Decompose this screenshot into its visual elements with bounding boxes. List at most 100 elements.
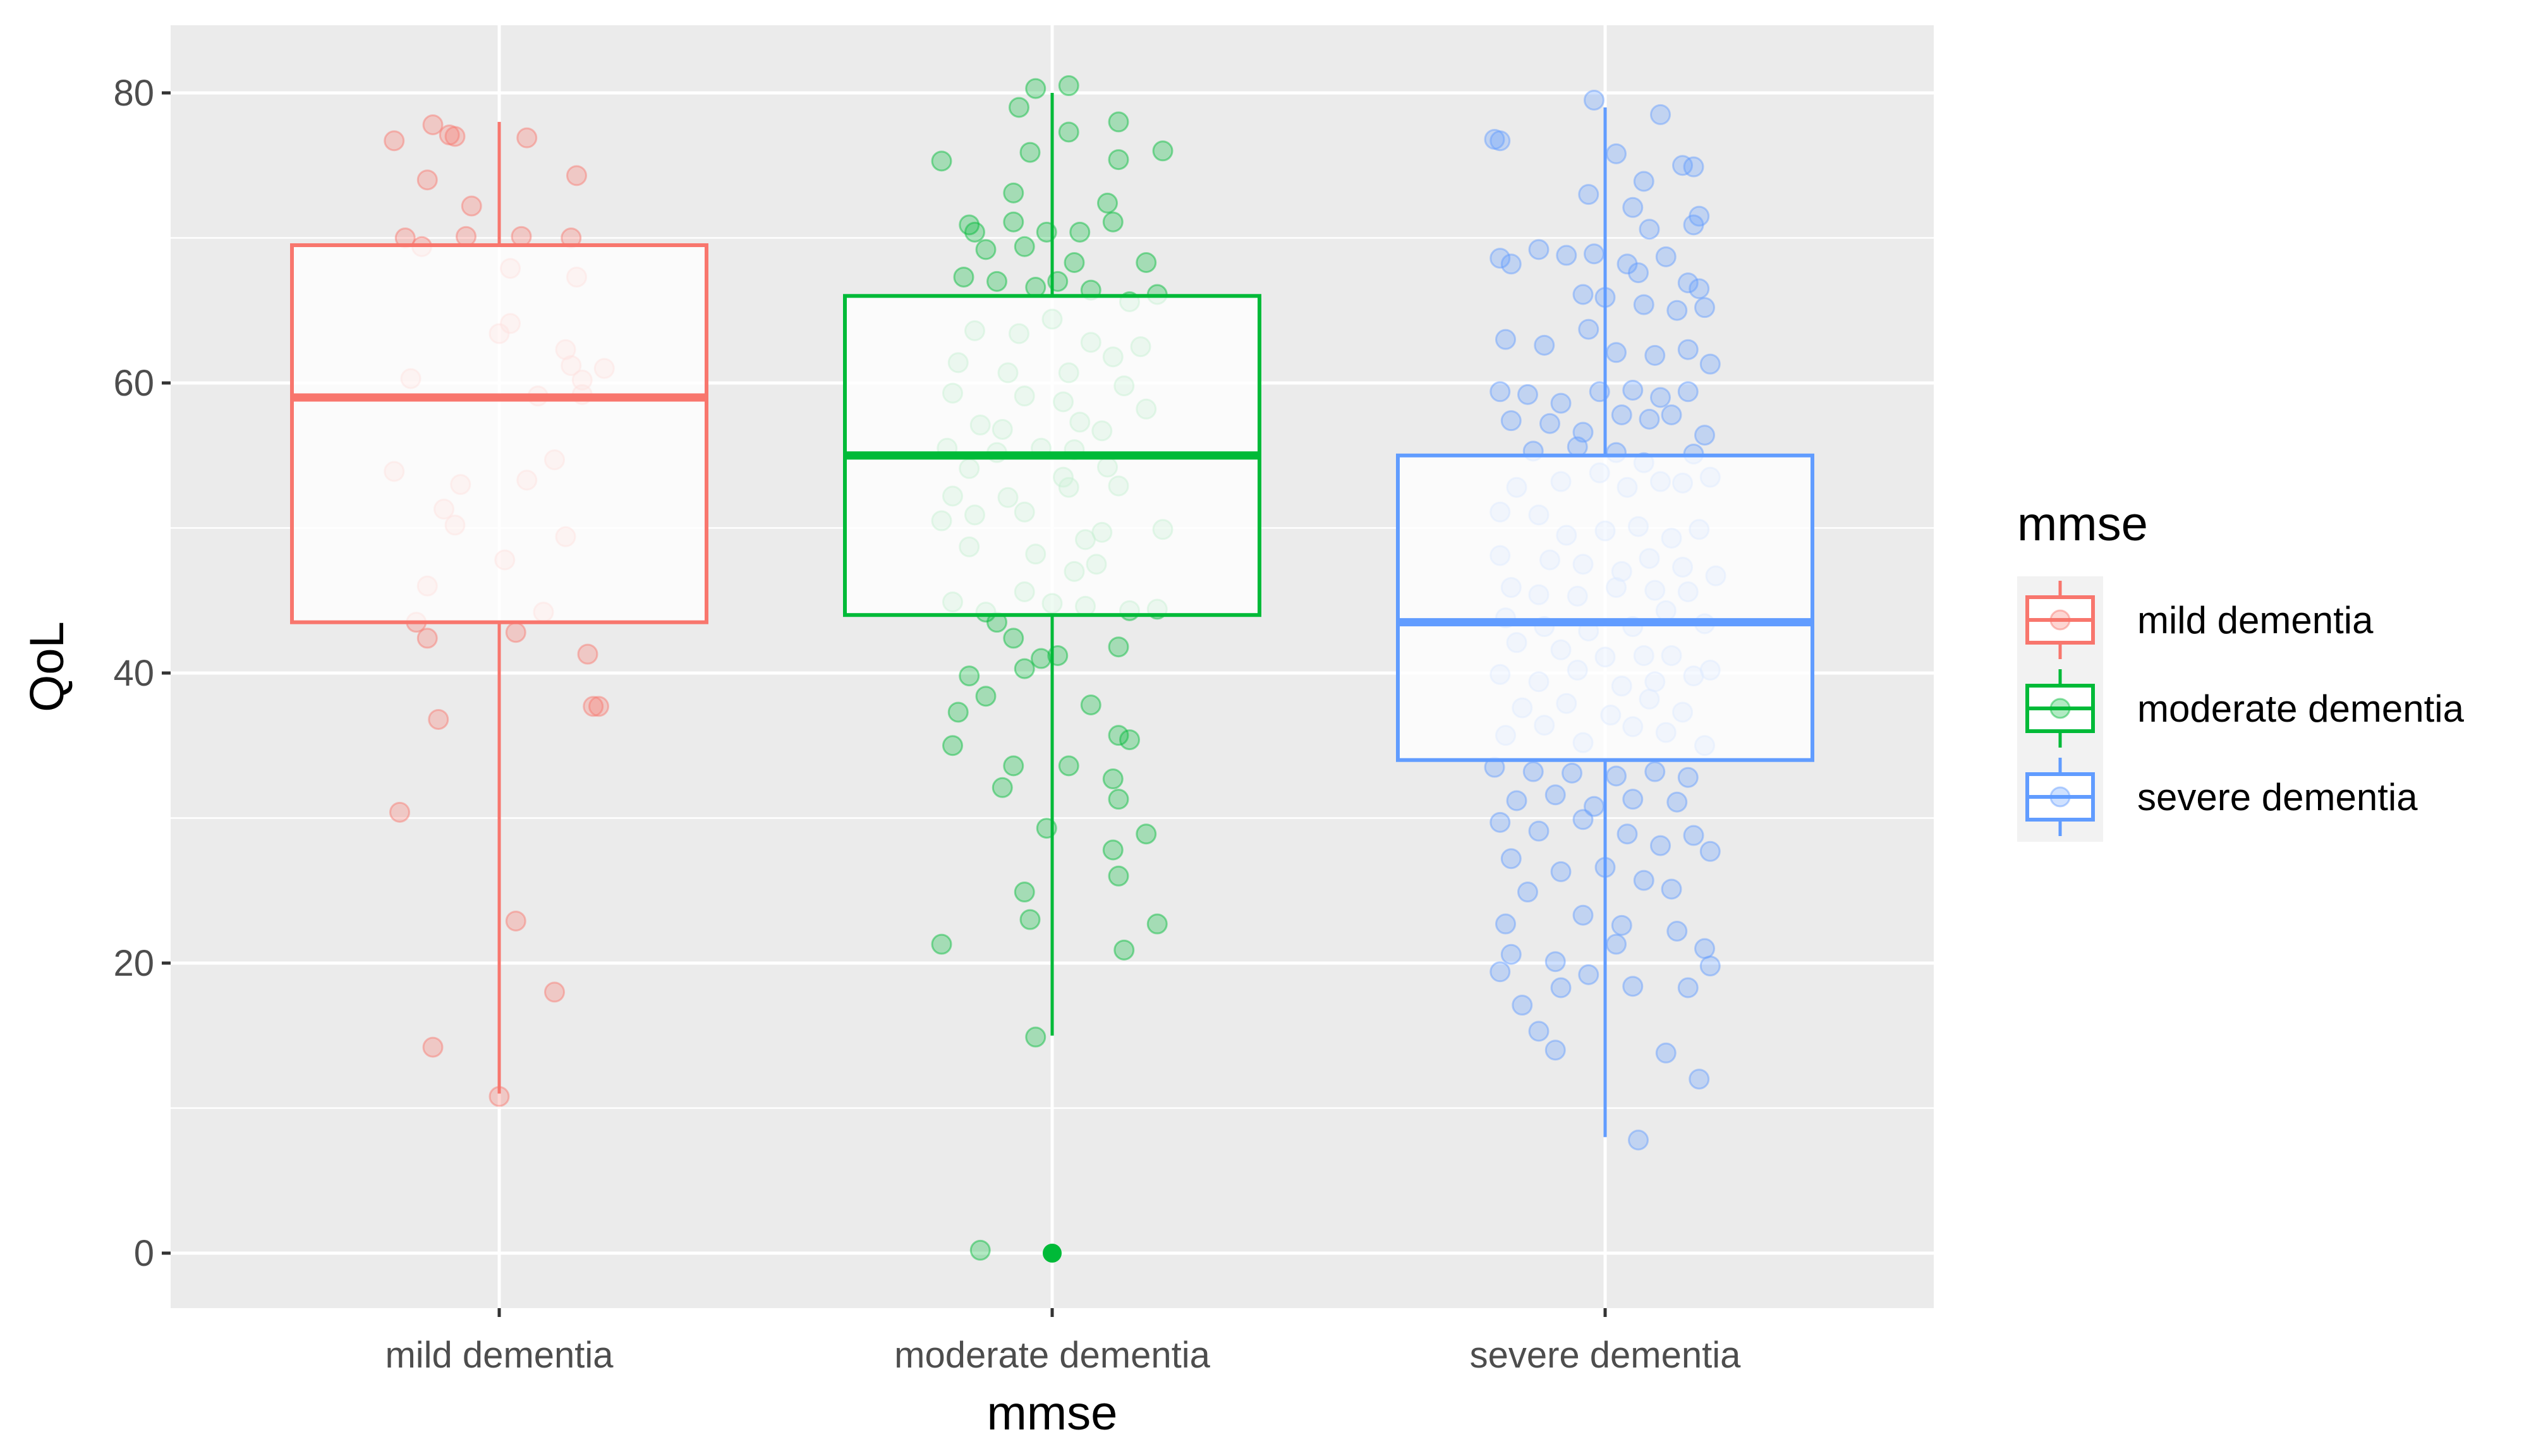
y-tick-label: 60: [113, 363, 154, 404]
data-point: [1562, 762, 1582, 784]
data-point: [1578, 184, 1599, 205]
data-point: [1517, 882, 1538, 903]
outlier-point: [1043, 1244, 1062, 1263]
data-point: [1489, 811, 1511, 833]
data-point: [1136, 823, 1157, 845]
data-point: [975, 239, 997, 260]
data-point: [975, 686, 997, 707]
data-point: [1633, 294, 1654, 315]
data-point: [964, 221, 985, 243]
data-point: [1489, 130, 1511, 152]
data-point: [1113, 939, 1135, 961]
data-point: [505, 622, 526, 643]
data-point: [1672, 155, 1693, 176]
data-point: [1567, 436, 1588, 458]
data-point: [969, 1239, 991, 1261]
data-point: [1058, 75, 1079, 97]
data-point: [1628, 1129, 1649, 1151]
data-point: [1108, 111, 1129, 133]
data-point: [511, 226, 532, 247]
data-point: [1484, 128, 1505, 150]
data-point: [1550, 977, 1572, 998]
legend-items: mild dementia moderate dementia severe dem…: [2025, 581, 2465, 836]
data-point: [544, 981, 565, 1003]
data-point: [1512, 995, 1533, 1016]
data-point: [1677, 977, 1699, 998]
data-point: [588, 696, 609, 717]
legend-key-point: [2049, 698, 2071, 719]
data-point: [1544, 1040, 1566, 1061]
data-point: [931, 150, 952, 172]
data-point: [1003, 755, 1024, 777]
data-point: [1677, 381, 1699, 403]
data-point: [1019, 142, 1041, 163]
data-point: [1650, 387, 1671, 408]
data-point: [1655, 246, 1677, 267]
data-point: [1014, 236, 1035, 257]
data-point: [1506, 790, 1527, 811]
y-axis: 0 20 40 60 80: [113, 73, 171, 1274]
data-point: [1661, 404, 1682, 425]
data-point: [1069, 221, 1091, 243]
data-point: [1550, 861, 1572, 882]
data-point: [1666, 921, 1688, 942]
legend-label: mild dementia: [2137, 599, 2374, 641]
data-point: [1584, 243, 1605, 265]
data-point: [1064, 252, 1085, 274]
data-point: [1622, 976, 1644, 997]
data-point: [992, 777, 1013, 798]
boxplots: [290, 93, 1814, 1263]
legend: mmse mild dementia moderate dementia sever…: [2017, 497, 2465, 842]
box: [1396, 453, 1814, 762]
y-axis-title: QoL: [20, 621, 74, 712]
data-point: [516, 127, 538, 149]
x-tick-label: moderate dementia: [894, 1335, 1210, 1376]
data-point: [1699, 840, 1721, 862]
data-point: [1080, 694, 1101, 715]
data-point: [1694, 297, 1715, 318]
data-point: [1689, 278, 1710, 300]
data-point: [1683, 156, 1704, 178]
y-tick-label: 0: [134, 1233, 154, 1274]
data-point: [1683, 825, 1704, 846]
data-point: [947, 701, 969, 723]
data-point: [1572, 809, 1594, 830]
data-point: [1489, 248, 1511, 269]
y-tick-label: 80: [113, 73, 154, 114]
data-point: [1025, 1026, 1046, 1048]
data-point: [1146, 913, 1168, 935]
data-point: [384, 130, 405, 152]
y-tick-label: 20: [113, 943, 154, 984]
data-point: [1003, 628, 1024, 649]
data-point: [1584, 89, 1605, 111]
data-point: [1611, 404, 1632, 425]
data-point: [1572, 422, 1594, 443]
data-point: [1661, 878, 1682, 900]
data-point: [1108, 725, 1129, 746]
data-point: [422, 1036, 444, 1058]
data-point: [1495, 913, 1516, 935]
data-point: [986, 270, 1007, 292]
x-axis-title: mmse: [987, 1386, 1118, 1440]
data-point: [1528, 1021, 1550, 1042]
data-point: [416, 628, 438, 649]
data-point: [1544, 951, 1566, 973]
data-point: [1058, 121, 1079, 143]
data-point: [1534, 334, 1555, 356]
data-point: [1694, 938, 1715, 959]
data-point: [1699, 956, 1721, 977]
y-tick-label: 40: [113, 653, 154, 694]
data-point: [1644, 761, 1666, 782]
data-point: [1136, 252, 1157, 274]
data-point: [1644, 344, 1666, 366]
data-point: [1650, 835, 1671, 856]
data-point: [1677, 272, 1699, 294]
data-point: [1097, 192, 1118, 214]
data-point: [1025, 277, 1046, 298]
data-point: [1622, 197, 1644, 218]
data-point: [1617, 823, 1638, 845]
data-point: [1650, 104, 1671, 125]
data-point: [1694, 425, 1715, 446]
data-point: [942, 735, 963, 756]
